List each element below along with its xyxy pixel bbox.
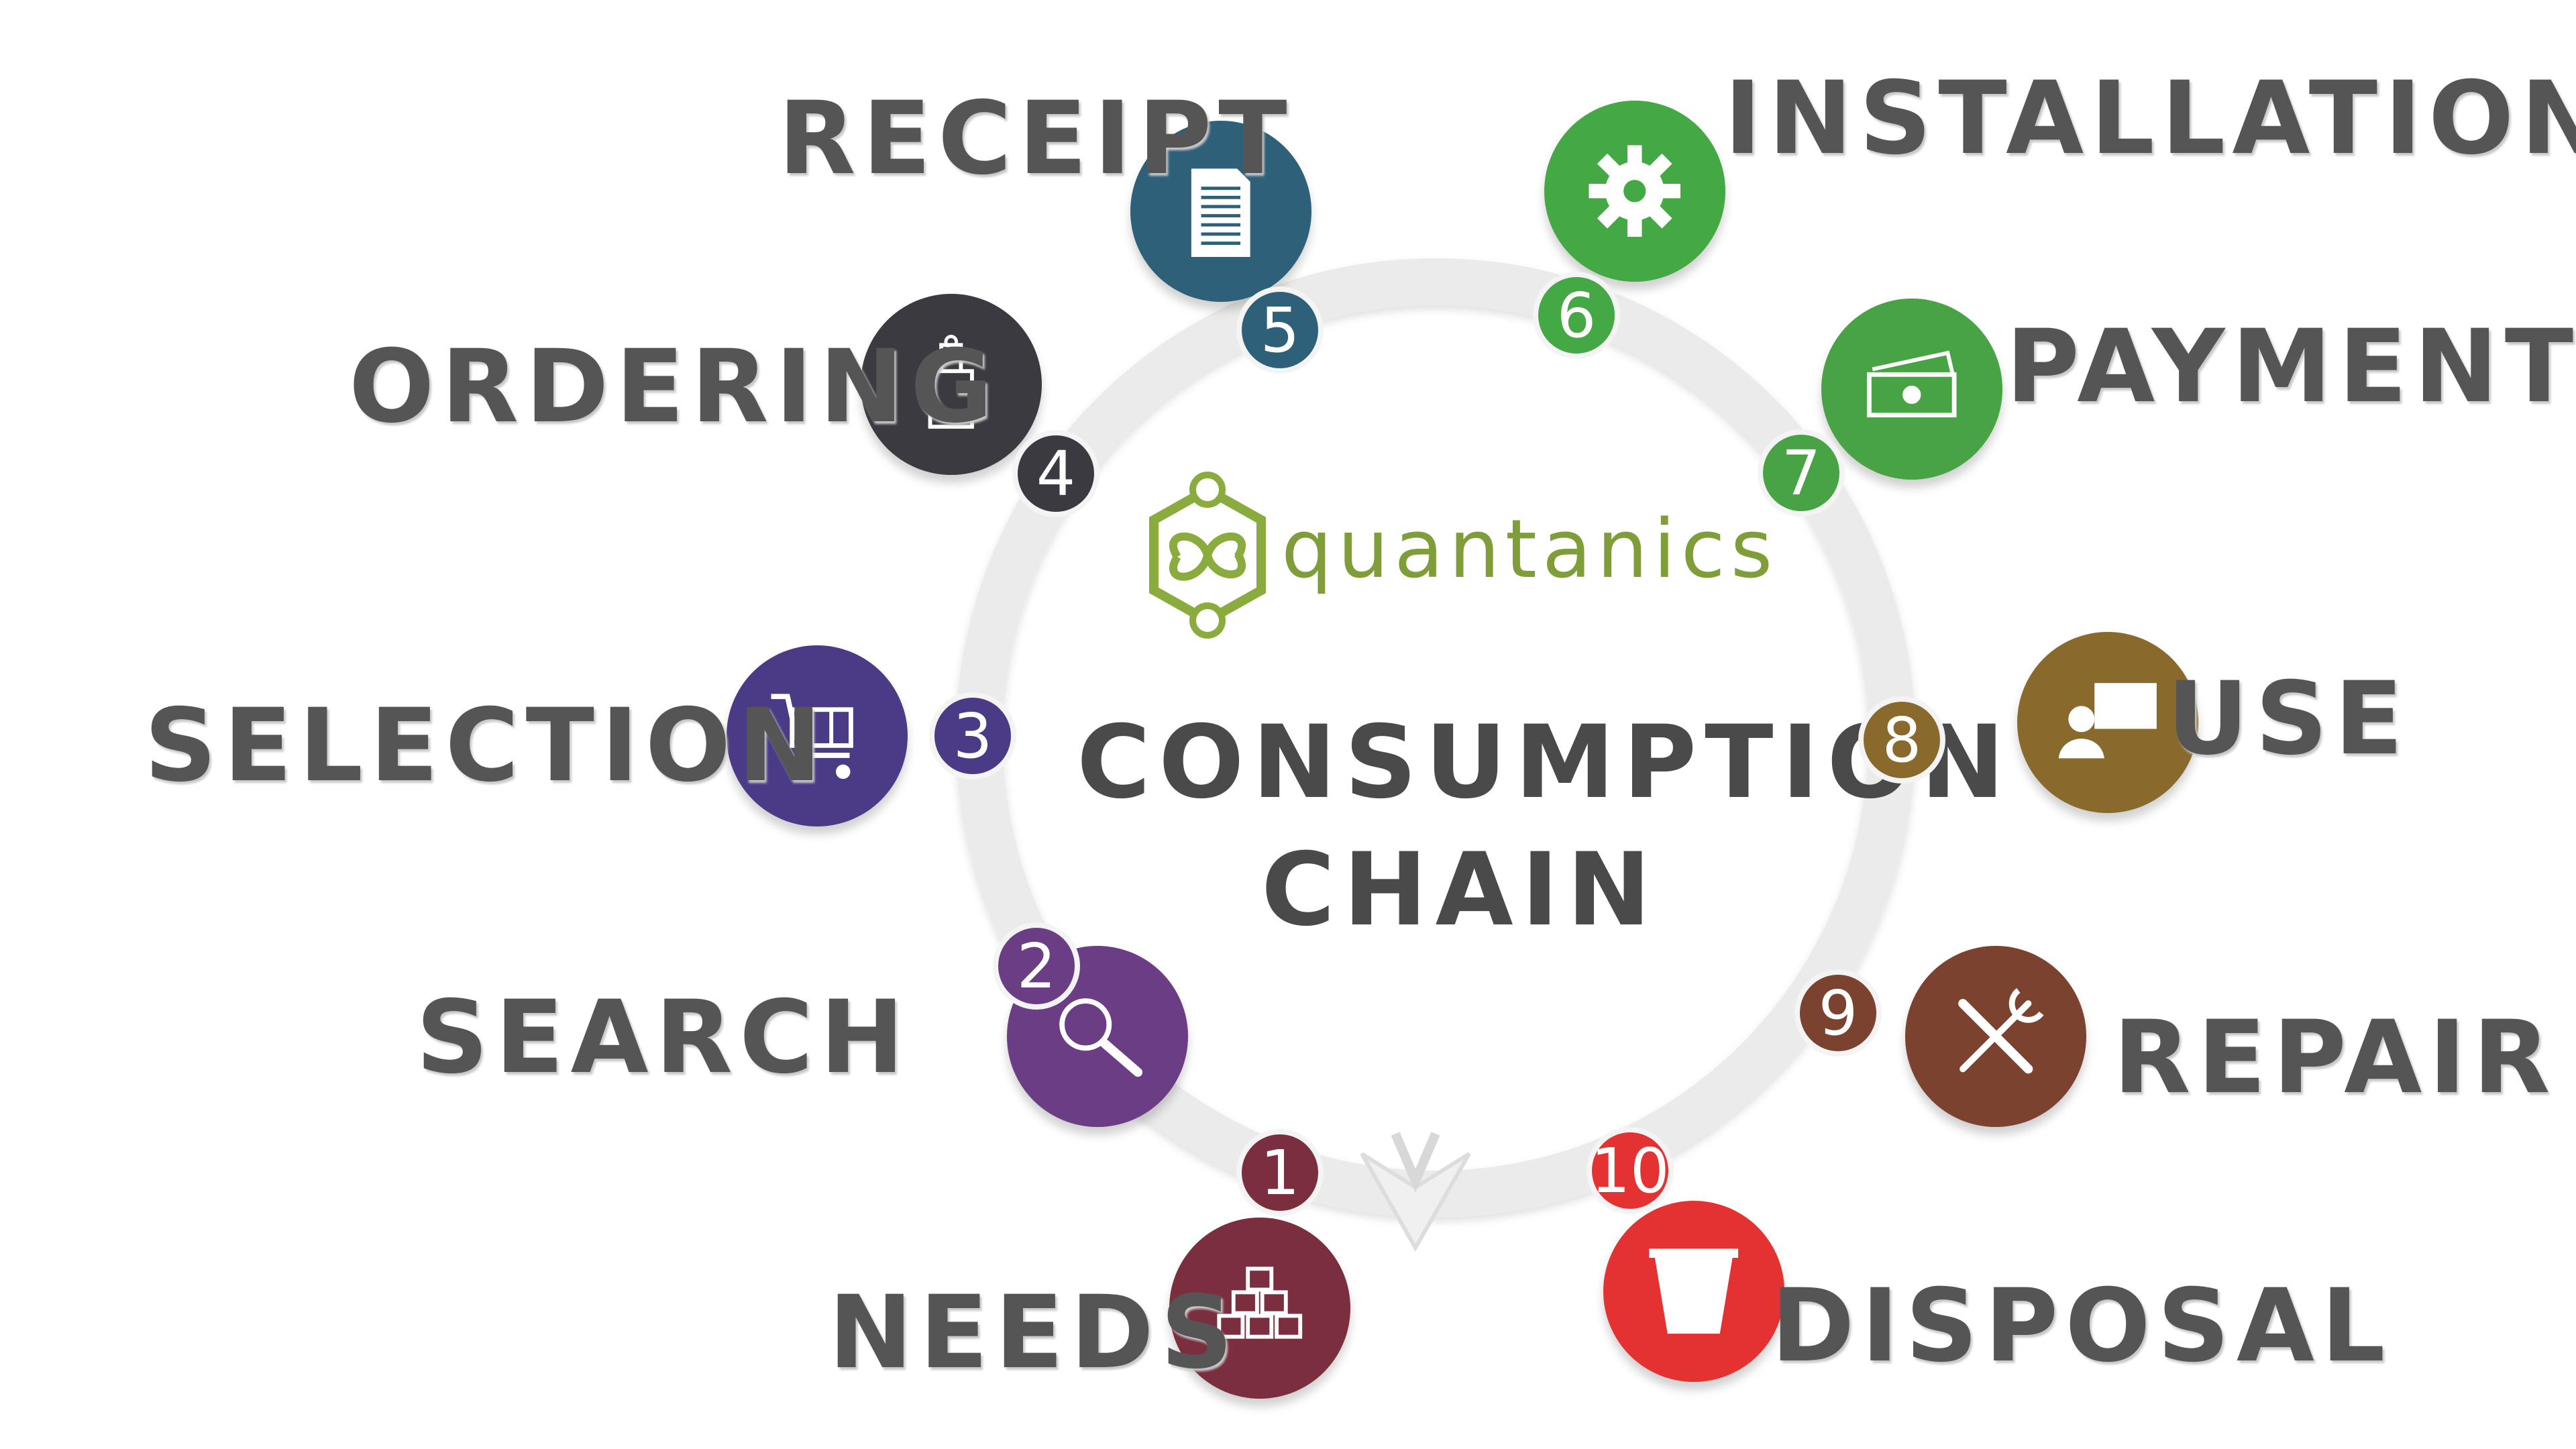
document-icon xyxy=(1191,168,1250,258)
step-label-selection: SELECTION xyxy=(144,688,828,804)
diagram-title-line2: CHAIN xyxy=(1261,832,1660,949)
step-number-badge: 8 xyxy=(1858,696,1945,784)
step-number-badge: 5 xyxy=(1236,286,1324,374)
step-circle-repair xyxy=(1905,946,2086,1127)
step-number-badge: 3 xyxy=(929,692,1016,780)
step-label-use: USE xyxy=(2167,661,2410,777)
step-circle-receipt xyxy=(1130,121,1311,302)
blocks-icon xyxy=(1217,1267,1303,1339)
step-label-receipt: RECEIPT xyxy=(778,80,1294,197)
step-number-badge: 2 xyxy=(993,922,1080,1010)
cart-icon xyxy=(771,694,854,780)
step-label-disposal: DISPOSAL xyxy=(1771,1268,2392,1385)
step-label-search: SEARCH xyxy=(416,979,911,1096)
step-circle-disposal xyxy=(1603,1201,1784,1382)
diagram-title-line1: CONSUMPTION xyxy=(1077,704,2013,821)
step-number-badge: 6 xyxy=(1533,272,1620,359)
step-label-installation: INSTALLATION xyxy=(1724,60,2576,177)
cycle-arrow-icon xyxy=(1360,1132,1471,1252)
step-circle-selection xyxy=(727,645,908,826)
step-label-ordering: ORDERING xyxy=(349,329,1000,445)
step-circle-use xyxy=(2017,632,2198,813)
bin-icon xyxy=(1649,1248,1739,1334)
step-label-repair: REPAIR xyxy=(2113,1000,2557,1116)
step-number-badge: 9 xyxy=(1794,969,1882,1057)
step-number-badge: 1 xyxy=(1236,1129,1324,1216)
step-number-badge: 10 xyxy=(1587,1127,1674,1214)
step-circle-needs xyxy=(1169,1218,1350,1399)
tools-icon xyxy=(1958,988,2044,1074)
step-number-badge: 4 xyxy=(1012,430,1099,517)
cash-icon xyxy=(1867,350,1957,418)
gear-icon xyxy=(1589,145,1681,237)
step-label-needs: NEEDS xyxy=(828,1275,1240,1391)
bag-icon xyxy=(928,335,975,429)
step-label-payment: PAYMENT xyxy=(2006,309,2576,425)
step-circle-ordering xyxy=(861,294,1042,475)
magnifier-icon xyxy=(1059,998,1143,1077)
step-number-badge: 7 xyxy=(1758,429,1845,517)
step-circle-payment xyxy=(1821,299,2002,480)
logo-text: quantanics xyxy=(1281,503,1778,596)
step-circle-installation xyxy=(1544,101,1725,282)
presentation-icon xyxy=(2058,683,2157,759)
